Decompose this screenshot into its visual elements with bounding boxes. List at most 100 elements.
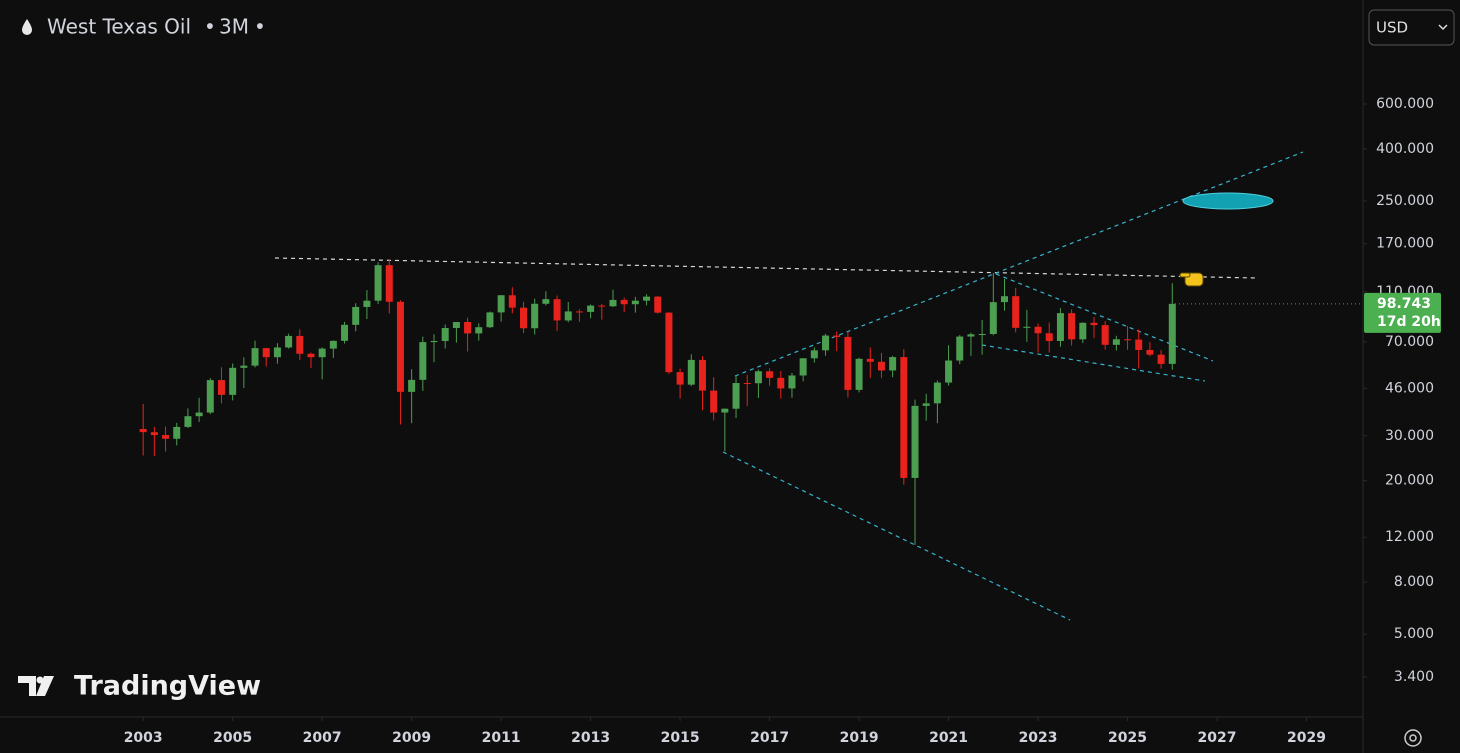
candle-body bbox=[799, 358, 807, 376]
candle-body bbox=[889, 357, 897, 371]
candle-body bbox=[262, 348, 270, 358]
candles bbox=[139, 259, 1176, 545]
candle-body bbox=[732, 383, 740, 409]
brand-name: TradingView bbox=[74, 671, 261, 702]
currency-box[interactable] bbox=[1368, 9, 1455, 46]
candle-body bbox=[654, 296, 662, 313]
candle-body bbox=[531, 303, 539, 329]
candle-body bbox=[464, 322, 472, 334]
candle-body bbox=[1112, 339, 1120, 345]
countdown: 17d 20h bbox=[1377, 314, 1441, 330]
candle-body bbox=[945, 360, 953, 383]
currency[interactable]: USD bbox=[1376, 19, 1408, 37]
resistance-line bbox=[274, 257, 1258, 279]
separator: • bbox=[204, 15, 216, 39]
candle-body bbox=[620, 299, 628, 305]
candle-body bbox=[967, 334, 975, 337]
x-tick-label: 2025 bbox=[1108, 730, 1147, 746]
settings-ring[interactable] bbox=[1404, 729, 1422, 747]
y-tick-label: 8.000 bbox=[1394, 574, 1434, 590]
candle-body bbox=[855, 358, 863, 390]
candle-body bbox=[1000, 296, 1008, 303]
candle-body bbox=[1090, 322, 1098, 326]
candle-body bbox=[1034, 326, 1042, 334]
last-price-box bbox=[1364, 292, 1441, 333]
candle-body bbox=[564, 311, 572, 321]
trend-line bbox=[722, 451, 1071, 621]
separator: • bbox=[254, 15, 266, 39]
candle-body bbox=[743, 383, 751, 385]
x-tick-label: 2007 bbox=[303, 730, 342, 746]
candle-body bbox=[542, 299, 550, 304]
y-tick-label: 170.000 bbox=[1376, 236, 1434, 252]
candle-body bbox=[1045, 333, 1053, 341]
candle-body bbox=[631, 300, 639, 305]
candle-body bbox=[978, 334, 986, 336]
candle-body bbox=[341, 324, 349, 341]
candle-body bbox=[833, 335, 841, 337]
candle-body bbox=[877, 361, 885, 371]
settings-icon[interactable] bbox=[1404, 729, 1422, 747]
y-tick-label: 70.000 bbox=[1385, 334, 1434, 350]
currency-select[interactable]: USD bbox=[1368, 9, 1455, 46]
candle-body bbox=[508, 295, 516, 308]
candle-body bbox=[1079, 322, 1087, 340]
target-ellipse bbox=[1182, 192, 1274, 210]
x-tick-label: 2027 bbox=[1198, 730, 1237, 746]
candle-body bbox=[1157, 354, 1165, 364]
x-tick-label: 2023 bbox=[1019, 730, 1058, 746]
y-tick-label: 46.000 bbox=[1385, 380, 1434, 396]
candle-body bbox=[285, 335, 293, 348]
candle-body bbox=[1124, 339, 1132, 341]
y-tick-label: 600.000 bbox=[1376, 96, 1434, 112]
candle-body bbox=[687, 359, 695, 385]
candle-body bbox=[777, 377, 785, 389]
candle-body bbox=[933, 382, 941, 404]
candle-body bbox=[318, 348, 326, 358]
x-tick-label: 2019 bbox=[840, 730, 879, 746]
candle-body bbox=[810, 350, 818, 359]
candle-body bbox=[150, 432, 158, 436]
last-price-label: 98.743 bbox=[1377, 296, 1431, 312]
y-tick-label: 3.400 bbox=[1394, 669, 1434, 685]
candle-body bbox=[173, 426, 181, 439]
candle-body bbox=[363, 300, 371, 307]
candle-body bbox=[1056, 313, 1064, 341]
candle-body bbox=[911, 405, 919, 478]
candle-body bbox=[229, 367, 237, 395]
candle-body bbox=[643, 296, 651, 301]
trend-line bbox=[734, 151, 1304, 377]
settings-core[interactable] bbox=[1409, 734, 1417, 742]
dropdown-arrow[interactable] bbox=[1438, 24, 1448, 31]
candle-body bbox=[598, 305, 606, 307]
candle-body bbox=[609, 299, 617, 307]
brand-logo bbox=[18, 676, 54, 696]
candle-body bbox=[396, 301, 404, 392]
candle-body bbox=[676, 372, 684, 385]
candle-body bbox=[206, 380, 214, 413]
y-tick-label: 400.000 bbox=[1376, 141, 1434, 157]
candle-body bbox=[1135, 339, 1143, 350]
y-tick-label: 30.000 bbox=[1385, 428, 1434, 444]
x-tick-label: 2017 bbox=[750, 730, 789, 746]
candle-body bbox=[520, 307, 528, 329]
brand-logo-dot bbox=[36, 676, 44, 684]
candle-body bbox=[710, 390, 718, 413]
candle-body bbox=[475, 327, 483, 334]
candle-body bbox=[1023, 326, 1031, 328]
x-tick-label: 2011 bbox=[482, 730, 521, 746]
y-tick-label: 5.000 bbox=[1394, 626, 1434, 642]
candle-body bbox=[1068, 313, 1076, 340]
candle-body bbox=[1012, 296, 1020, 328]
y-tick-label: 12.000 bbox=[1385, 529, 1434, 545]
candle-body bbox=[721, 408, 729, 413]
candle-body bbox=[866, 358, 874, 362]
candle-body bbox=[989, 302, 997, 335]
candle-body bbox=[273, 347, 281, 358]
candle-body bbox=[922, 403, 930, 406]
candle-body bbox=[698, 359, 706, 391]
candle-body bbox=[217, 380, 225, 395]
candle-body bbox=[441, 327, 449, 341]
